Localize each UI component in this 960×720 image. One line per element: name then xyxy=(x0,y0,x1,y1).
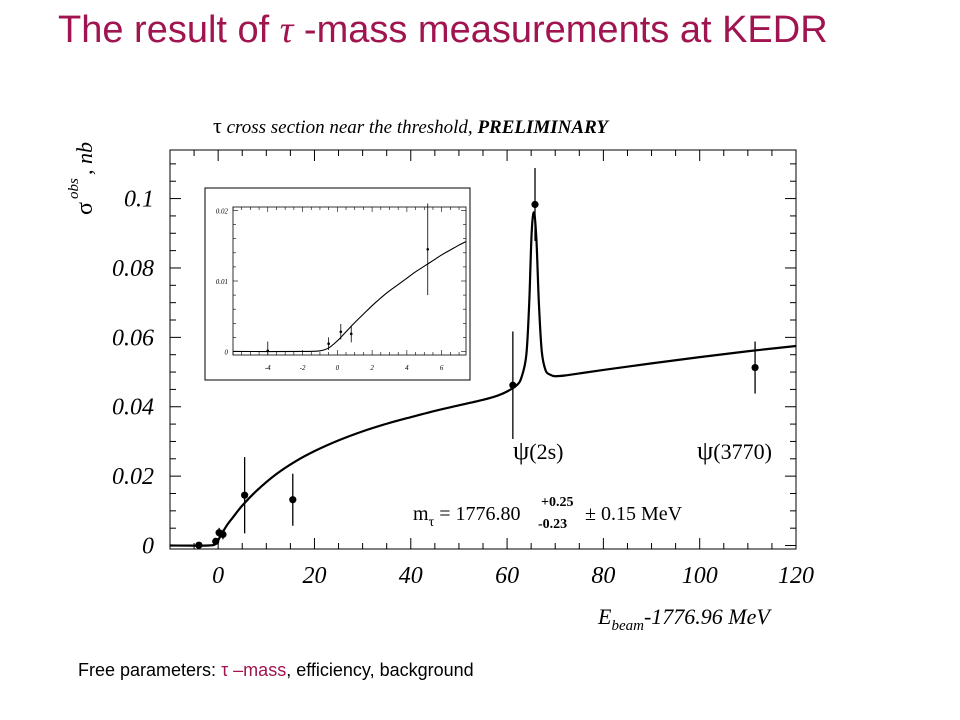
footer-suffix: , efficiency, background xyxy=(286,660,474,680)
main-y-tick-label: 0.06 xyxy=(112,325,154,351)
inset-background xyxy=(204,187,471,381)
psi2s-annotation: ψ(2s) xyxy=(513,436,564,465)
footer-prefix: Free parameters: xyxy=(78,660,222,680)
chart-title-bold: PRELIMINARY xyxy=(476,117,610,138)
psi3770-greek: ψ xyxy=(697,436,713,465)
x-axis-label: Ebeam-1776.96 MeV xyxy=(597,604,772,634)
chart-title-tau: τ xyxy=(213,113,222,138)
main-data-point xyxy=(289,496,297,504)
main-data-point xyxy=(241,491,249,499)
inset-y-tick-label: 0.02 xyxy=(216,208,229,216)
main-x-tick-label: 80 xyxy=(591,563,615,589)
main-y-tick-label: 0.08 xyxy=(112,256,154,282)
inset-data-point xyxy=(426,247,430,251)
mass-plus-error: +0.25 xyxy=(541,495,573,510)
psi3770-annotation: ψ(3770) xyxy=(697,436,772,465)
slide-title: The result of τ -mass measurements at KE… xyxy=(58,8,938,52)
title-tau: τ xyxy=(279,9,294,51)
inset-axis-ticks xyxy=(232,207,466,355)
inset-x-tick-label: 0 xyxy=(336,364,340,372)
y-axis-label: σ obs , nb xyxy=(66,142,98,215)
mass-syst-error: ± 0.15 MeV xyxy=(585,503,683,525)
main-fit-curve xyxy=(169,211,797,547)
main-data-point xyxy=(219,530,227,539)
inset-y-tick-label: 0.01 xyxy=(216,278,228,286)
main-x-tick-label: 20 xyxy=(302,563,326,589)
main-y-tick-label: 0.04 xyxy=(112,395,154,421)
mass-value: = 1776.80 xyxy=(434,503,520,525)
footer-highlight: τ –mass xyxy=(221,660,287,680)
psi3770-rest: (3770) xyxy=(713,439,772,464)
main-x-tick-label: 40 xyxy=(399,563,423,589)
chart-title-rest: cross section near the threshold, xyxy=(222,117,478,138)
main-x-tick-label: 100 xyxy=(682,563,718,589)
mass-sub: τ xyxy=(429,515,435,530)
psi2s-rest: (2s) xyxy=(529,439,563,464)
psi2s-greek: ψ xyxy=(513,436,529,465)
main-y-tick-label: 0 xyxy=(142,534,154,560)
main-data-point xyxy=(751,363,759,372)
inset-data-point xyxy=(327,342,330,346)
main-data-point xyxy=(212,537,220,545)
main-x-tick-label: 120 xyxy=(778,563,814,589)
main-x-tick-label: 60 xyxy=(495,563,519,589)
inset-tick-labels: -4 -2 0 2 4 6 0 0.01 0.02 xyxy=(216,208,444,372)
main-data-point xyxy=(531,200,539,209)
main-data-points xyxy=(195,168,759,549)
inset-x-tick-label: -4 xyxy=(265,364,271,372)
inset-data-points xyxy=(266,203,430,355)
y-axis-label-sigma: σ xyxy=(72,202,98,215)
mass-minus-error: -0.23 xyxy=(538,517,567,532)
chart-title: τ cross section near the threshold, PREL… xyxy=(213,113,610,138)
main-data-point xyxy=(509,381,517,389)
title-suffix: -mass measurements at KEDR xyxy=(293,9,828,51)
inset-y-tick-label: 0 xyxy=(225,348,229,356)
y-axis-label-rest: , nb xyxy=(72,142,97,175)
inset-x-tick-label: 4 xyxy=(405,364,409,372)
inset-data-point xyxy=(266,349,270,353)
inset-x-tick-label: -2 xyxy=(300,364,306,372)
mass-result-left: mτ = 1776.80 xyxy=(413,503,520,530)
y-axis-label-sup: obs xyxy=(66,178,82,199)
mass-result-annotation: mτ = 1776.80 +0.25 -0.23 ± 0.15 MeV xyxy=(413,495,683,532)
inset-x-tick-label: 2 xyxy=(370,364,374,372)
main-data-point xyxy=(195,541,203,549)
inset-data-point xyxy=(339,330,343,334)
main-y-tick-label: 0.02 xyxy=(112,464,154,490)
footer-note: Free parameters: τ –mass, efficiency, ba… xyxy=(78,660,474,681)
title-prefix: The result of xyxy=(58,9,280,51)
main-y-tick-label: 0.1 xyxy=(124,187,154,213)
inset-data-point xyxy=(349,332,353,336)
x-axis-label-sub: beam xyxy=(611,618,644,634)
main-x-tick-label: 0 xyxy=(212,563,224,589)
mass-m: m xyxy=(413,503,429,525)
x-axis-label-rest: -1776.96 MeV xyxy=(644,604,772,629)
inset-x-tick-label: 6 xyxy=(440,364,444,372)
x-axis-label-main: E xyxy=(597,604,612,629)
